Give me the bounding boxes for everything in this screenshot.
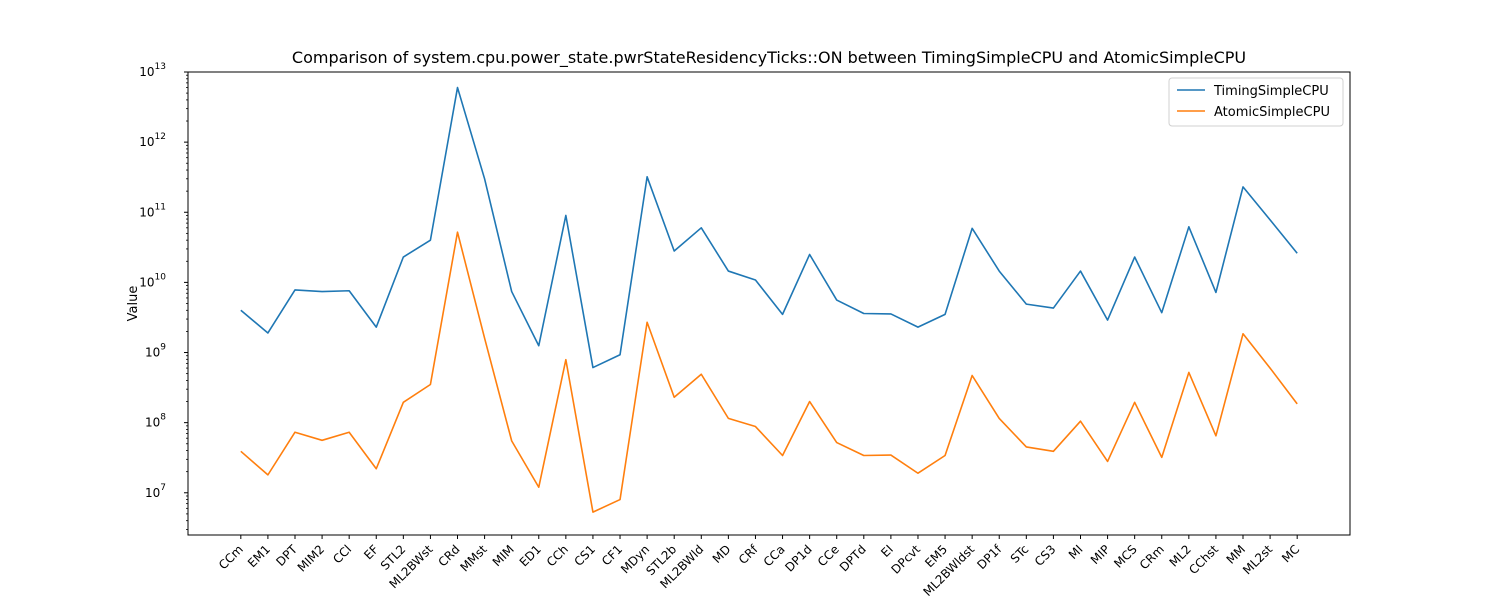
legend-box <box>1168 77 1344 127</box>
legend-label: TimingSimpleCPU <box>1213 84 1329 99</box>
chart-title: Comparison of system.cpu.power_state.pwr… <box>292 48 1246 68</box>
series-line-AtomicSimpleCPU <box>240 231 1298 513</box>
y-tick-label: 1010 <box>139 272 166 289</box>
y-tick-label: 1012 <box>139 132 166 149</box>
legend: TimingSimpleCPU AtomicSimpleCPU <box>1168 77 1344 127</box>
y-tick-label: 1013 <box>139 62 166 79</box>
y-tick-label: 107 <box>145 483 166 500</box>
legend-label: AtomicSimpleCPU <box>1214 105 1330 120</box>
y-tick-label: 1011 <box>139 202 166 219</box>
y-tick-label: 108 <box>145 413 166 430</box>
y-axis-label: Value <box>126 286 141 322</box>
y-tick-label: 109 <box>145 343 166 360</box>
series-line-TimingSimpleCPU <box>240 86 1298 369</box>
